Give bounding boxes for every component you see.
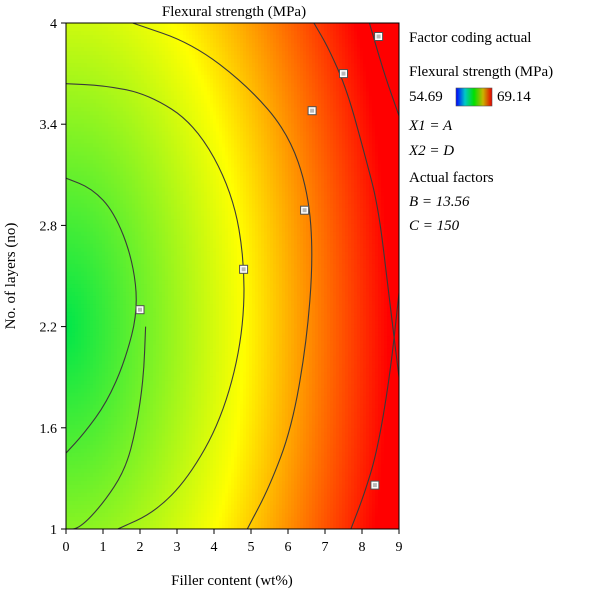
legend-factor-c: C = 150 [409, 218, 460, 234]
legend-response-label: Flexural strength (MPa) [409, 64, 553, 80]
legend-x2-label: X2 = D [408, 143, 454, 159]
y-axis: 1 1.6 2.2 2.8 3.4 4 [40, 17, 67, 538]
x-tick-label: 5 [248, 540, 255, 555]
design-point-3 [301, 206, 309, 214]
x-tick-label: 9 [396, 540, 403, 555]
design-point-1 [136, 306, 144, 314]
design-point-4 [308, 107, 316, 115]
x-tick-label: 7 [322, 540, 329, 555]
legend-x1-label: X1 = A [408, 118, 453, 134]
design-point-6 [375, 33, 383, 41]
legend-color-bar [456, 88, 492, 106]
x-axis-label: Filler content (wt%) [171, 573, 293, 589]
y-tick-label: 1 [50, 523, 57, 538]
legend: Factor coding actual Flexural strength (… [408, 30, 553, 234]
legend-factor-b: B = 13.56 [409, 194, 470, 210]
x-tick-label: 3 [174, 540, 181, 555]
y-tick-label: 4 [50, 17, 57, 32]
y-axis-label: No. of layers (no) [3, 223, 19, 330]
x-axis: 0 1 2 3 4 5 6 7 8 9 [63, 529, 403, 555]
y-tick-label: 1.6 [40, 422, 58, 437]
design-point-2 [240, 265, 248, 273]
x-tick-label: 0 [63, 540, 70, 555]
legend-high-value: 69.14 [497, 89, 531, 105]
legend-actual-factors: Actual factors [409, 170, 494, 186]
heatmap-surface [66, 23, 400, 530]
legend-low-value: 54.69 [409, 89, 443, 105]
x-tick-label: 8 [359, 540, 366, 555]
y-tick-label: 3.4 [40, 118, 58, 133]
x-tick-label: 1 [100, 540, 107, 555]
chart-title: Flexural strength (MPa) [162, 4, 306, 20]
x-tick-label: 6 [285, 540, 292, 555]
design-point-5 [340, 70, 348, 78]
y-tick-label: 2.2 [40, 321, 58, 336]
x-tick-label: 2 [137, 540, 144, 555]
y-tick-label: 2.8 [40, 219, 58, 234]
legend-header: Factor coding actual [409, 30, 531, 46]
x-tick-label: 4 [211, 540, 218, 555]
design-point-7 [371, 481, 379, 489]
